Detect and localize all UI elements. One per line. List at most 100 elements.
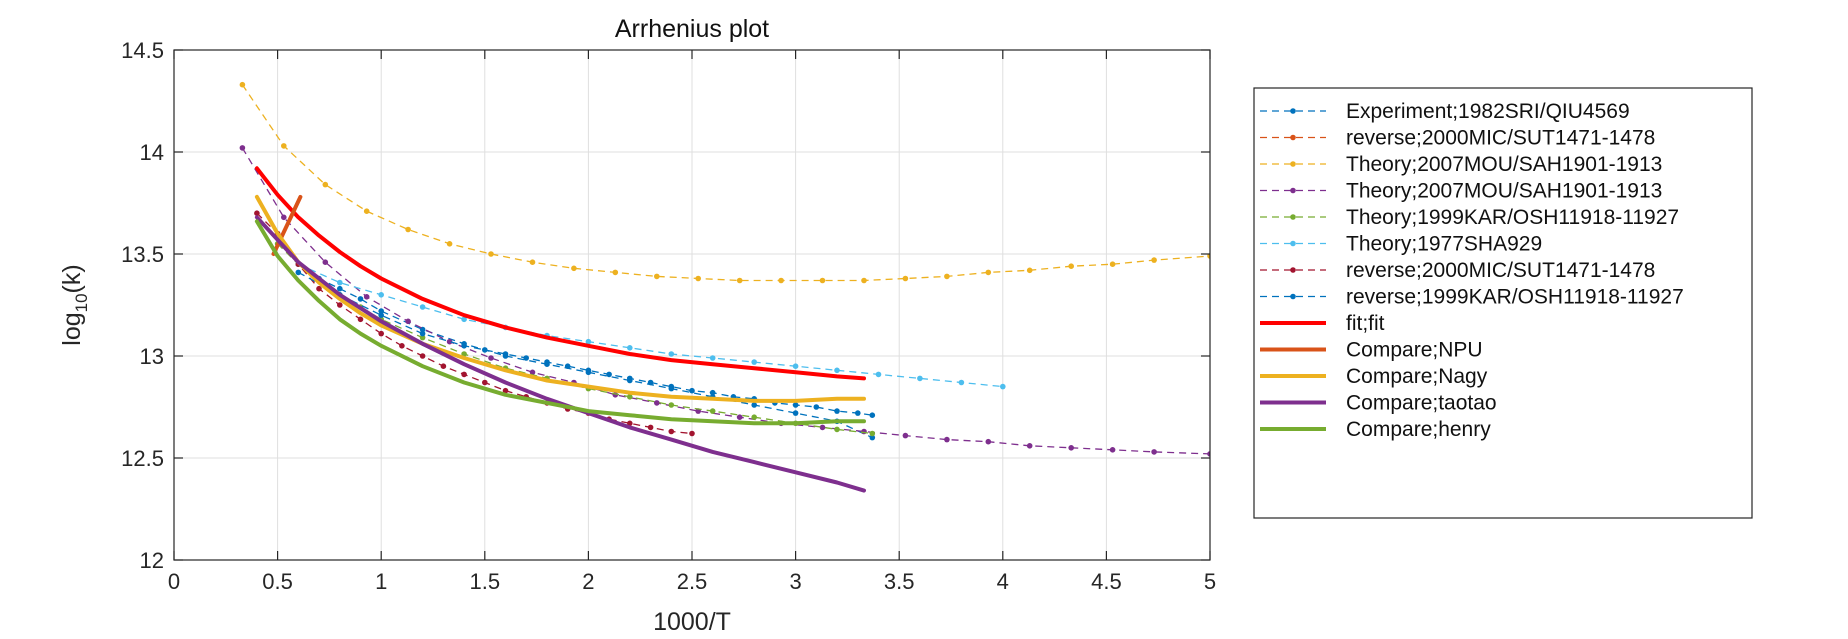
data-point (695, 275, 701, 282)
data-point (869, 434, 876, 441)
data-point (357, 316, 364, 323)
series-7 (295, 269, 876, 419)
legend: Experiment;1982SRI/QIU4569 reverse;2000MI… (1253, 87, 1753, 519)
legend-marker (1290, 108, 1296, 114)
data-point (792, 410, 799, 416)
y-tick-label: 13.5 (121, 242, 164, 267)
data-point (322, 181, 329, 188)
data-point (875, 371, 882, 378)
data-point (627, 345, 633, 351)
data-point (736, 277, 743, 284)
series-line (254, 219, 866, 426)
data-point (902, 432, 909, 439)
data-point (502, 351, 509, 357)
data-point (627, 420, 633, 427)
legend-label: Theory;1977SHA929 (1346, 233, 1542, 256)
data-point (378, 308, 385, 314)
data-point (668, 383, 675, 390)
data-point (502, 387, 509, 394)
series-line (254, 194, 866, 403)
data-point (1109, 447, 1116, 453)
x-axis-label: 1000/T (653, 608, 731, 634)
y-axis-label-base: log (58, 312, 86, 345)
data-point (316, 285, 322, 292)
plot-series (239, 81, 1210, 493)
data-point (668, 351, 675, 357)
data-point (869, 412, 876, 419)
data-point (606, 371, 612, 378)
legend-marker (1290, 240, 1296, 247)
data-point (357, 296, 364, 302)
data-point (627, 394, 633, 400)
data-point (1068, 445, 1074, 451)
series-2 (239, 81, 1210, 284)
data-point (612, 269, 619, 276)
data-point (944, 436, 950, 443)
series-line (241, 84, 1210, 282)
data-point (1000, 383, 1006, 390)
data-point (488, 251, 494, 257)
data-point (647, 424, 654, 431)
legend-entry: Compare;taotao (1260, 392, 1497, 415)
series-line (256, 212, 693, 435)
data-point (440, 363, 447, 370)
legend-label: Theory;2007MOU/SAH1901-1913 (1346, 180, 1662, 203)
data-point (254, 210, 260, 216)
legend-label: Theory;1999KAR/OSH11918-11927 (1346, 206, 1679, 229)
legend-entry: Theory;2007MOU/SAH1901-1913 (1260, 153, 1662, 176)
data-point (529, 369, 536, 376)
data-point (446, 241, 453, 247)
legend-label: reverse;1999KAR/OSH11918-11927 (1346, 286, 1684, 309)
data-point (378, 330, 385, 337)
x-tick-label: 1 (375, 569, 387, 594)
data-point (917, 375, 923, 382)
legend-label: reverse;2000MIC/SUT1471-1478 (1346, 259, 1655, 282)
data-point (751, 402, 757, 408)
series-9 (271, 194, 303, 256)
chart-title: Arrhenius plot (615, 15, 769, 43)
axis-ticks: 0 0.5 1 1.5 2 2.5 3 3.5 4 4.5 5 12 12.5 13 13.5 14 14.5 (121, 38, 1216, 594)
data-point (1207, 451, 1210, 457)
data-point (544, 359, 550, 365)
data-point (1207, 253, 1210, 259)
legend-entry: Theory;1999KAR/OSH11918-11927 (1260, 206, 1679, 229)
legend-marker (1290, 267, 1296, 273)
series-3 (239, 145, 1210, 457)
data-point (627, 375, 633, 382)
data-point (1151, 257, 1157, 263)
data-point (482, 347, 488, 353)
y-axis-label-argument: (k) (58, 264, 86, 293)
data-point (363, 294, 370, 300)
y-axis-label-subscript: 10 (72, 293, 91, 312)
data-point (488, 355, 494, 361)
legend-entry: Compare;Nagy (1260, 365, 1488, 388)
legend-entry: Compare;henry (1260, 418, 1491, 441)
series-line (241, 147, 1210, 455)
series-5 (295, 261, 1006, 390)
data-point (337, 279, 343, 286)
data-point (819, 424, 826, 431)
data-point (585, 367, 592, 374)
x-tick-label: 4.5 (1091, 569, 1122, 594)
data-point (1026, 267, 1033, 274)
data-point (902, 275, 909, 282)
data-point (709, 355, 716, 361)
data-point (1151, 449, 1157, 455)
legend-marker (1290, 161, 1296, 167)
data-point (709, 389, 716, 396)
data-point (654, 273, 660, 280)
series-line (271, 194, 303, 256)
series-10 (254, 194, 866, 403)
data-point (571, 265, 577, 272)
data-point (322, 259, 329, 266)
y-tick-label: 12.5 (121, 446, 164, 471)
data-point (405, 226, 411, 233)
data-point (778, 277, 784, 284)
grid-lines (174, 50, 1210, 560)
legend-marker (1290, 214, 1296, 220)
data-point (295, 269, 302, 276)
legend-entry: reverse;2000MIC/SUT1471-1478 (1260, 127, 1655, 150)
data-point (834, 426, 840, 433)
data-point (461, 343, 467, 349)
